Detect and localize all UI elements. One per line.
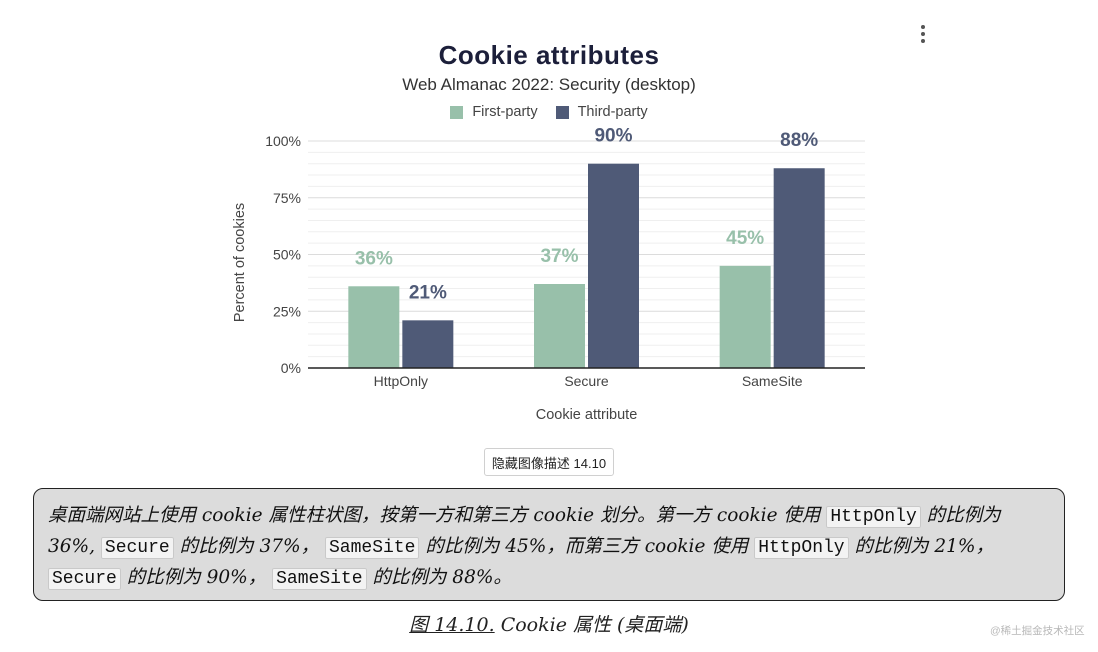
desc-code: Secure <box>48 568 121 590</box>
legend-swatch-first-party <box>450 105 464 119</box>
y-tick-label: 0% <box>281 360 301 376</box>
y-tick-label: 50% <box>273 247 301 263</box>
bar-third-party-samesite <box>773 168 825 368</box>
bar-chart: 0% 25% 50% 75% 100% Percent of cookies 36% 21% H… <box>232 126 865 423</box>
data-label: 21% <box>409 282 447 303</box>
y-tick-label: 100% <box>265 133 301 149</box>
image-description: 桌面端网站上使用 cookie 属性柱状图，按第一方和第三方 cookie 划分… <box>33 488 1065 601</box>
legend-item-third-party[interactable]: Third-party <box>555 104 648 120</box>
desc-text: 的比例为 90%， <box>126 567 267 588</box>
bar-first-party-samesite <box>719 265 771 368</box>
y-tick-label: 25% <box>273 303 301 319</box>
chart-subtitle: Web Almanac 2022: Security (desktop) <box>402 75 696 94</box>
desc-code: Secure <box>100 537 174 559</box>
figure-reference-link[interactable]: 图 14.10. <box>409 614 495 636</box>
figure-caption-text: Cookie 属性 (桌面端) <box>500 614 689 636</box>
hide-description-button[interactable]: 隐藏图像描述 14.10 <box>484 448 614 476</box>
bar-third-party-secure <box>588 163 639 368</box>
bar-first-party-secure <box>534 284 585 368</box>
desc-code: HttpOnly <box>826 506 921 528</box>
x-tick-label: SameSite <box>742 373 803 389</box>
desc-text: 桌面端网站上使用 cookie 属性柱状图，按第一方和第三方 cookie 划分… <box>48 505 821 526</box>
desc-text: 的比例为 36%, <box>48 505 1001 557</box>
chart-legend: First-party Third-party <box>0 104 1098 120</box>
legend-label-first-party: First-party <box>472 104 538 120</box>
desc-text: 的比例为 21%， <box>854 536 995 557</box>
desc-text: 的比例为 88%。 <box>372 567 512 588</box>
data-label: 88% <box>780 130 818 151</box>
desc-code: SameSite <box>325 537 420 559</box>
desc-code: SameSite <box>272 568 367 590</box>
legend-label-third-party: Third-party <box>577 104 648 120</box>
y-tick-label: 75% <box>273 190 301 206</box>
x-axis-label: Cookie attribute <box>536 407 638 423</box>
data-label: 90% <box>594 126 632 147</box>
data-label: 45% <box>726 228 764 249</box>
data-label: 36% <box>355 248 393 269</box>
data-label: 37% <box>540 246 578 267</box>
x-tick-label: Secure <box>564 373 609 389</box>
desc-code: HttpOnly <box>754 537 849 559</box>
more-options-icon[interactable] <box>912 22 934 46</box>
legend-swatch-third-party <box>555 105 569 119</box>
bar-third-party-httponly <box>402 320 454 368</box>
desc-text: 的比例为 45%，而第三方 cookie 使用 <box>425 536 749 557</box>
watermark: @稀土掘金技术社区 <box>990 625 1085 637</box>
bar-first-party-httponly <box>348 286 400 368</box>
x-tick-label: HttpOnly <box>374 373 428 389</box>
desc-text: 的比例为 37%， <box>179 536 320 557</box>
chart-title: Cookie attributes <box>438 40 660 70</box>
legend-item-first-party[interactable]: First-party <box>450 104 538 120</box>
figure-caption: 图 14.10. Cookie 属性 (桌面端) <box>0 610 1098 637</box>
y-axis-label: Percent of cookies <box>232 203 248 322</box>
